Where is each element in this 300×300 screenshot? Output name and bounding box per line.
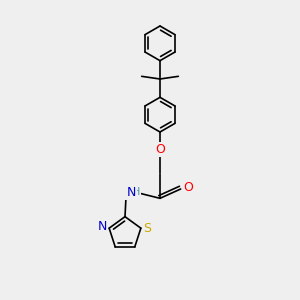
Text: N: N	[98, 220, 107, 233]
Text: O: O	[155, 143, 165, 156]
Text: N: N	[127, 186, 136, 199]
Text: H: H	[132, 187, 140, 197]
Text: O: O	[183, 181, 193, 194]
Text: S: S	[143, 222, 152, 235]
